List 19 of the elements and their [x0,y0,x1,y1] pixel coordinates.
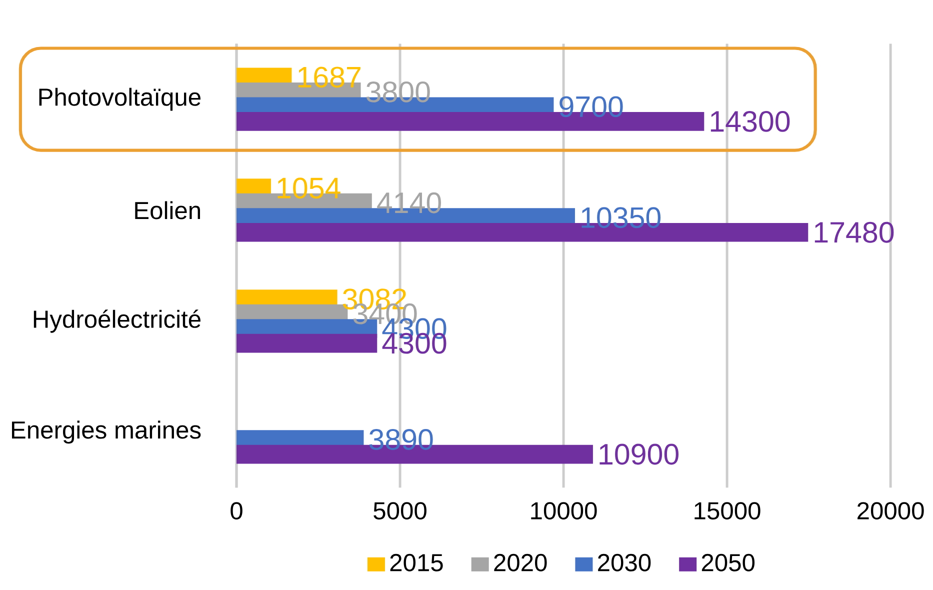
y-tick-label: Photovoltaïque [39,88,200,111]
legend-label: 2030 [598,554,651,572]
data-label: 10900 [600,444,678,465]
legend-label: 2015 [390,554,443,572]
data-label: 14300 [710,111,790,132]
x-tick-label: 5000 [374,502,426,520]
y-tick-label: Hydroélectricité [34,310,200,333]
data-label: 17480 [814,222,894,243]
data-label: 1687 [298,66,360,88]
legend-label: 2020 [494,554,547,572]
y-tick-label: Eolien [135,201,200,220]
bar [236,334,378,353]
y-tick-label: Energies marines [12,420,201,444]
data-label: 1054 [278,178,340,199]
x-tick-label: 15000 [694,502,760,520]
x-tick-label: 20000 [858,502,924,520]
x-tick-label: 10000 [531,502,597,520]
x-tick-label: 0 [230,502,242,520]
legend-label: 2050 [702,554,755,572]
